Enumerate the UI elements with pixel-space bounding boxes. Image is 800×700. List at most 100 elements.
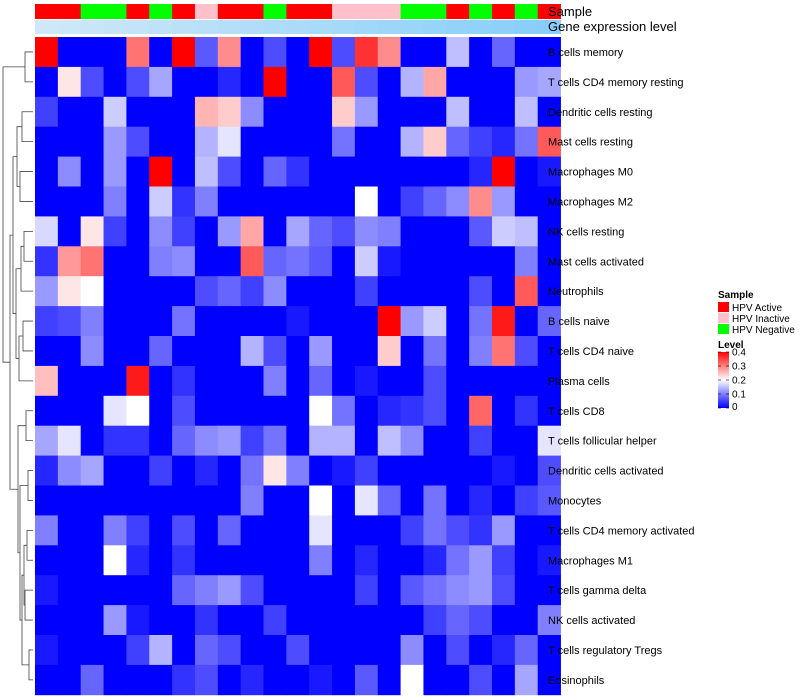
heatmap-cell [240, 186, 264, 217]
annotation-label-sample: Sample [548, 4, 592, 19]
heatmap-cell [332, 336, 356, 367]
heatmap-cell [80, 156, 104, 187]
heatmap-cell [332, 66, 356, 98]
heatmap-cell [309, 485, 333, 516]
heatmap-cell [446, 156, 470, 187]
heatmap-cell [35, 336, 59, 367]
heatmap-cell [80, 336, 104, 367]
expression-annotation-cell [423, 20, 447, 34]
heatmap-cell [309, 605, 333, 636]
heatmap-cell [240, 485, 264, 516]
heatmap-cell [103, 545, 127, 576]
heatmap-cell [492, 515, 516, 546]
heatmap-cell [240, 336, 264, 367]
expression-annotation-cell [35, 20, 59, 34]
heatmap-cell [332, 216, 356, 247]
heatmap-cell [286, 365, 310, 397]
heatmap-cell [217, 605, 242, 636]
heatmap-cell [309, 395, 333, 427]
heatmap-cell [354, 37, 379, 68]
expression-annotation-cell [194, 20, 219, 34]
heatmap-cell [126, 365, 150, 397]
heatmap-cell [354, 635, 379, 666]
expression-annotation-cell [286, 20, 310, 34]
heatmap-cell [240, 126, 264, 157]
sample-annotation-cell [469, 4, 493, 19]
heatmap-cell [377, 96, 401, 128]
heatmap-cell [126, 156, 150, 187]
heatmap-cell [80, 395, 104, 427]
heatmap-cell [103, 515, 127, 546]
heatmap-cell [80, 545, 104, 576]
heatmap-cell [172, 485, 196, 516]
heatmap-cell [240, 306, 264, 337]
heatmap-cell [217, 425, 242, 456]
heatmap-cell [423, 276, 447, 307]
heatmap-cell [400, 126, 424, 157]
heatmap-cell [80, 96, 104, 128]
dendrogram-branch [21, 111, 31, 143]
sample-annotation-cell [286, 4, 310, 19]
heatmap-cell [423, 515, 447, 546]
heatmap-cell [194, 395, 219, 427]
heatmap-cell [80, 365, 104, 397]
heatmap-cell [126, 186, 150, 217]
heatmap-cell [126, 485, 150, 516]
heatmap-cell [423, 664, 447, 696]
heatmap-cell [240, 156, 264, 187]
heatmap-cell [446, 575, 470, 606]
expression-annotation-cell [57, 20, 82, 34]
heatmap-cell [514, 605, 539, 636]
heatmap-cell [514, 425, 539, 456]
heatmap-cell [354, 186, 379, 217]
heatmap-cell [423, 186, 447, 217]
expression-annotation-cell [149, 20, 173, 34]
legend-sample-entry: HPV Inactive [732, 314, 790, 325]
heatmap-cell [149, 635, 173, 666]
heatmap-cell [514, 276, 539, 307]
heatmap-cell [194, 425, 219, 456]
heatmap-cell [469, 545, 493, 576]
sample-annotation-cell [354, 4, 379, 19]
heatmap-cell [149, 246, 173, 277]
legend-level-colorbar [718, 352, 729, 408]
heatmap-cell [400, 425, 424, 456]
heatmap-cell [149, 37, 173, 68]
legend-sample-entry: HPV Active [732, 303, 782, 314]
row-label: Plasma cells [548, 376, 610, 388]
heatmap-cell [514, 156, 539, 187]
heatmap-cell [309, 96, 333, 128]
heatmap-cell [217, 575, 242, 606]
heatmap-cell [469, 186, 493, 217]
heatmap-cell [400, 395, 424, 427]
heatmap-cell [263, 66, 287, 98]
heatmap-cell [35, 515, 59, 546]
heatmap-cell [80, 276, 104, 307]
heatmap-cell [263, 485, 287, 516]
row-label: Macrophages M0 [548, 167, 633, 179]
heatmap-cell [492, 575, 516, 606]
heatmap-cell [217, 455, 242, 486]
heatmap-cell [537, 635, 561, 666]
sample-annotation-cell [126, 4, 150, 19]
sample-annotation-cell [537, 4, 561, 19]
heatmap-cell [446, 605, 470, 636]
heatmap-cell [194, 126, 219, 157]
heatmap-cell [194, 635, 219, 666]
sample-annotation-cell [423, 4, 447, 19]
heatmap-cell [423, 306, 447, 337]
heatmap-cell [492, 306, 516, 337]
heatmap-cell [332, 455, 356, 486]
row-label: Dendritic cells resting [548, 107, 653, 119]
heatmap-cell [377, 365, 401, 397]
heatmap-cell [377, 485, 401, 516]
heatmap-cell [446, 455, 470, 486]
heatmap-cell [103, 156, 127, 187]
row-label: B cells memory [548, 47, 624, 59]
heatmap-cell [537, 216, 561, 247]
heatmap-cell [446, 276, 470, 307]
legend-sample-swatch [718, 313, 729, 323]
dendrogram-branch [24, 589, 31, 621]
heatmap-cell [469, 515, 493, 546]
row-label: T cells CD4 naive [548, 346, 634, 358]
